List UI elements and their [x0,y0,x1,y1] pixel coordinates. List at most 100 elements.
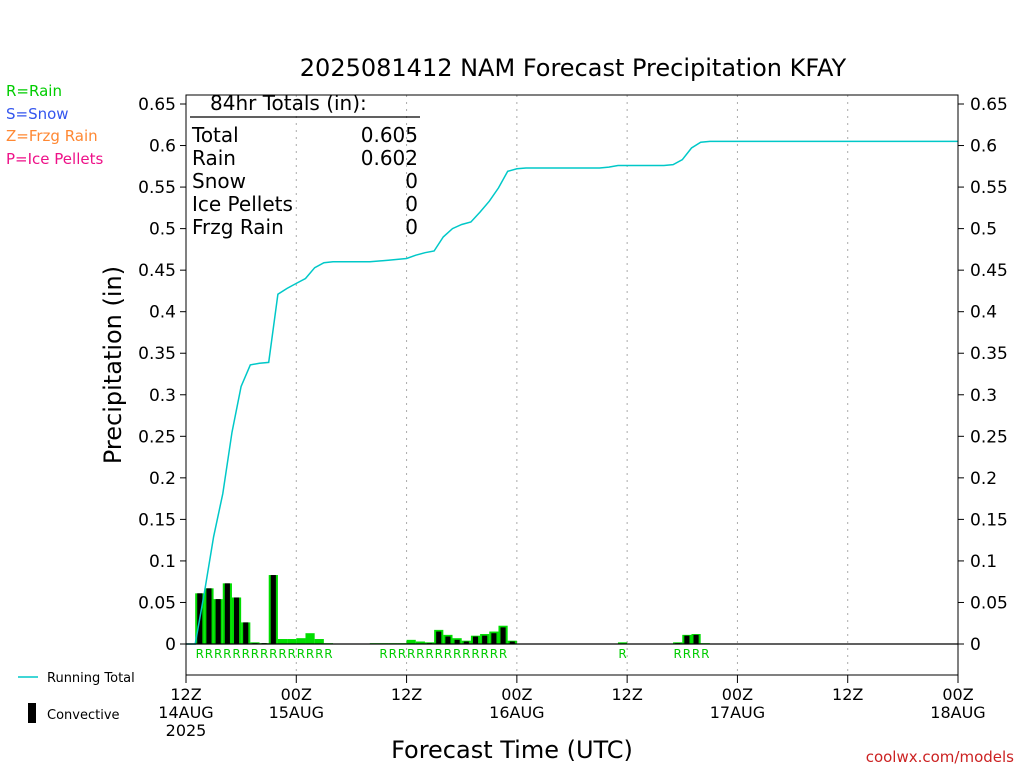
running-total-series [186,140,958,645]
totals-value-rain: 0.602 [361,146,418,170]
totals-label-total: Total [191,123,239,147]
ptype-letter-1-13: R [499,647,507,661]
rain-bar-23 [406,639,416,644]
ptype-letter-1-1: R [389,647,397,661]
ptype-letter-0-4: R [232,647,240,661]
x-tick-label-4-line1: 12Z [611,685,642,704]
rain-bar-9 [277,639,288,644]
legend-snow: S=Snow [6,105,69,123]
ptype-letter-0-0: R [196,647,204,661]
x-tick-label-6-line1: 12Z [832,685,863,704]
ptype-letter-0-3: R [223,647,231,661]
convective-bar-2 [215,599,221,644]
x-tick-label-1-line2: 15AUG [269,703,324,722]
ptype-letter-0-12: R [306,647,314,661]
convective-bar-38 [693,634,699,644]
legend-rain: R=Rain [6,82,62,100]
ptype-letter-0-6: R [251,647,259,661]
ptype-letter-0-14: R [324,647,332,661]
ptype-letter-1-0: R [379,647,387,661]
grid-lines [295,95,849,675]
ptype-letter-0-1: R [205,647,213,661]
y-tick-label-right-2: 0.1 [970,552,997,572]
convective-bar-26 [436,631,442,644]
convective-bar-33 [500,627,506,644]
ptype-letter-3-0: R [674,647,682,661]
ptype-letter-1-12: R [490,647,498,661]
convective-bar-8 [270,575,276,644]
y-tick-label-right-6: 0.3 [970,386,997,406]
y-tick-label-left-5: 0.25 [138,427,176,447]
y-tick-label-left-2: 0.1 [149,552,176,572]
convective-bar-30 [472,636,479,644]
convective-bar-34 [509,641,515,644]
y-tick-label-left-9: 0.45 [138,261,176,281]
totals-label-rain: Rain [192,146,236,170]
ptype-letter-1-4: R [416,647,424,661]
bottom-legend: Running Total Convective [18,671,135,723]
y-tick-label-right-3: 0.15 [970,510,1008,530]
ptype-letter-0-9: R [278,647,286,661]
ptype-letter-0-5: R [242,647,250,661]
ptype-letter-0-10: R [288,647,296,661]
x-tick-label-3-line2: 16AUG [489,703,544,722]
running-total-line-0 [186,140,958,645]
x-tick-label-7-line1: 00Z [942,685,973,704]
x-tick-label-5-line1: 00Z [722,685,753,704]
convective-bar-32 [491,633,497,644]
ptype-letter-0-8: R [269,647,277,661]
y-tick-label-right-7: 0.35 [970,344,1008,364]
rain-bar-35 [617,642,628,644]
y-tick-label-left-8: 0.4 [149,303,176,323]
totals-label-frzg-rain: Frzg Rain [192,215,284,239]
ptype-letter-1-9: R [462,647,470,661]
ptype-letter-1-6: R [435,647,443,661]
chart-title: 2025081412 NAM Forecast Precipitation KF… [300,54,847,82]
rain-bar-36 [673,642,683,644]
rain-bar-10 [287,639,297,644]
ptype-letter-1-5: R [425,647,433,661]
convective-bar-3 [224,583,230,644]
y-tick-label-left-12: 0.6 [149,137,176,157]
convective-legend-swatch [28,703,36,723]
x-tick-label-3-line1: 00Z [501,685,532,704]
y-axis-label: Precipitation (in) [99,266,127,464]
y-tick-label-right-13: 0.65 [970,95,1008,115]
totals-value-frzg-rain: 0 [405,215,418,239]
ptype-letter-1-10: R [471,647,479,661]
x-axis-label: Forecast Time (UTC) [391,736,633,764]
legend-frzg-rain: Z=Frzg Rain [6,127,98,145]
totals-heading: 84hr Totals (in): [210,91,367,115]
ptype-letter-1-7: R [444,647,452,661]
y-tick-label-right-4: 0.2 [970,469,997,489]
ptype-letter-0-13: R [315,647,323,661]
y-tick-label-right-5: 0.25 [970,427,1008,447]
rain-bar-6 [250,642,260,644]
axes: 0 00.05 0.050.1 0.10.15 0.150.2 0.20.25 0.250.… [138,94,1008,740]
y-tick-label-left-4: 0.2 [149,469,176,489]
totals-label-snow: Snow [192,169,246,193]
ptype-letter-0-7: R [260,647,268,661]
ptype-letter-2-0: R [618,647,626,661]
bars [195,575,710,645]
rain-bar-24 [415,641,425,644]
credit-text: coolwx.com/models [866,748,1014,766]
rain-bar-11 [296,638,306,644]
y-tick-label-right-8: 0.4 [970,303,997,323]
y-tick-label-left-10: 0.5 [149,220,176,240]
y-tick-label-right-10: 0.5 [970,220,997,240]
x-tick-label-5-line2: 17AUG [710,703,765,722]
convective-bar-27 [445,636,451,644]
rain-bar-25 [424,642,435,644]
y-tick-label-left-11: 0.55 [138,178,176,198]
totals-value-ice-pellets: 0 [405,192,418,216]
ptype-letter-0-11: R [297,647,305,661]
y-tick-label-left-6: 0.3 [149,386,176,406]
y-tick-label-right-9: 0.45 [970,261,1008,281]
totals-value-total: 0.605 [361,123,418,147]
x-tick-label-7-line2: 18AUG [930,703,985,722]
y-tick-label-left-7: 0.35 [138,344,176,364]
x-tick-label-0-line3: 2025 [166,721,207,740]
ptype-letter-1-11: R [481,647,489,661]
